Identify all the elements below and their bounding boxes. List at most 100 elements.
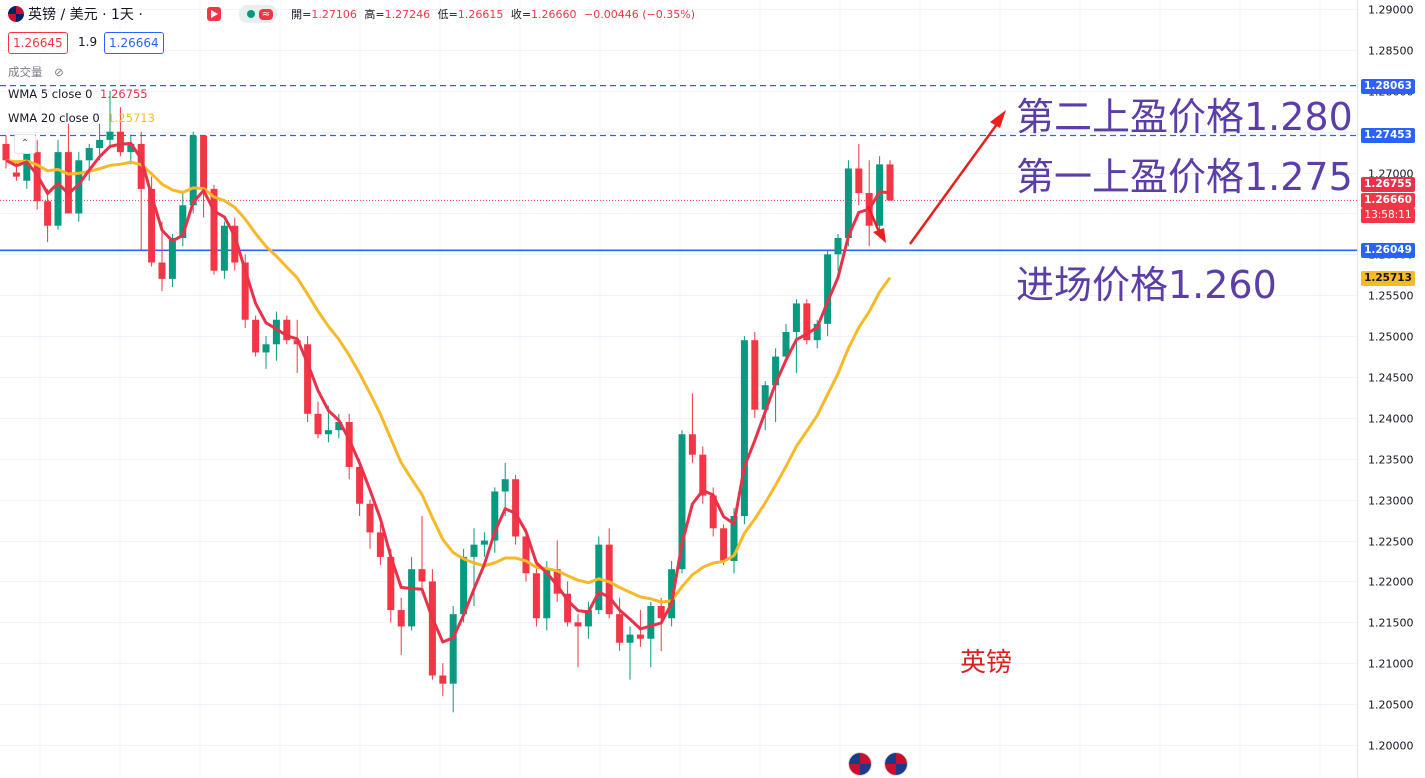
candle [23, 148, 31, 189]
candle [106, 90, 114, 149]
tp2-price-label: 1.28063 [1361, 79, 1415, 94]
candle [782, 323, 790, 361]
candle-body [751, 340, 759, 410]
candle-body [148, 188, 156, 263]
ohlc-readout: 開=1.27106 高=1.27246 低=1.26615 收=1.26660 … [291, 6, 699, 22]
candle-body [376, 532, 384, 557]
candle-body [740, 340, 748, 517]
brand-watermark: 英镑 [960, 648, 1013, 678]
event-flag-icon-2[interactable] [884, 752, 908, 776]
candle-body [720, 528, 728, 561]
candle [584, 601, 592, 639]
candle-body [189, 135, 197, 206]
candle-body [231, 225, 239, 263]
buy-button[interactable]: 1.26664 [104, 32, 164, 54]
candle [137, 131, 145, 251]
candle-body [792, 303, 800, 333]
candle [428, 569, 436, 680]
candle-body [626, 634, 634, 643]
entry-annotation[interactable]: 进场价格1.260 [1016, 263, 1277, 307]
candle-body [834, 237, 842, 255]
up-arrow-shaft [908, 119, 1002, 245]
candle [64, 123, 72, 214]
candle [127, 135, 135, 165]
y-tick-label: 1.23500 [1368, 454, 1414, 467]
open-value: 1.27106 [311, 8, 357, 21]
candle [85, 143, 93, 181]
candle-body [272, 319, 280, 345]
volume-label: 成交量 [8, 65, 43, 79]
candle [844, 160, 852, 247]
candle-body [647, 605, 655, 639]
candle [699, 446, 707, 504]
chart-header: 英镑 / 美元 · 1天 · ≈ 開=1.27106 高=1.27246 低=1… [0, 0, 699, 28]
collapse-legend-icon[interactable]: ⌃ [14, 134, 36, 154]
candle-body [699, 454, 707, 496]
candle-body [824, 254, 832, 324]
candle [616, 597, 624, 651]
gbpusd-flag-icon [8, 6, 24, 22]
candle [397, 597, 405, 656]
candle-body [688, 434, 696, 455]
candle-body [241, 262, 249, 320]
candle [304, 336, 312, 422]
wma5-label: WMA 5 close 0 [8, 87, 93, 101]
y-tick-label: 1.22500 [1368, 536, 1414, 549]
candle [168, 233, 176, 288]
candle [314, 401, 322, 439]
candle-body [397, 610, 405, 627]
low-value: 1.26615 [457, 8, 504, 21]
wma20-line [5, 158, 892, 604]
tp1-price-label: 1.27453 [1361, 128, 1415, 143]
candle [96, 123, 104, 161]
event-flag-icon[interactable] [848, 752, 872, 776]
candle [439, 663, 447, 696]
eye-hidden-icon[interactable]: ⊘ [54, 65, 64, 79]
candle-body [428, 581, 436, 676]
wma20-legend[interactable]: WMA 20 close 0 1.25713 [8, 111, 155, 125]
candle [626, 626, 634, 680]
candle-body [532, 573, 540, 619]
symbol-title[interactable]: 英镑 / 美元 · 1天 · [28, 7, 143, 23]
candle [574, 614, 582, 668]
change-value: −0.00446 (−0.35%) [584, 8, 695, 21]
candle-body [116, 131, 124, 153]
candle-body [616, 614, 624, 643]
volume-legend[interactable]: 成交量 ⊘ [8, 64, 64, 80]
candle-body [470, 544, 478, 557]
candle-body [210, 188, 218, 271]
candle-body [106, 131, 114, 140]
candle-body [179, 205, 187, 238]
candle-body [408, 569, 416, 627]
candle-body [168, 237, 176, 279]
tp1-annotation[interactable]: 第一上盈价格1.275 [1016, 155, 1353, 199]
candle-body [12, 172, 20, 177]
close-label: 收= [510, 8, 532, 21]
candle-body [366, 503, 374, 533]
candle [158, 221, 166, 292]
candle-body [803, 303, 811, 341]
candle [834, 233, 842, 271]
candle [408, 556, 416, 631]
tp2-annotation[interactable]: 第二上盈价格1.280 [1016, 95, 1353, 139]
wma5-legend[interactable]: WMA 5 close 0 1.26755 [8, 87, 148, 101]
candle-body [730, 516, 738, 561]
candle [272, 311, 280, 361]
open-label: 開= [291, 8, 312, 21]
candle-body [23, 152, 31, 181]
candle [824, 250, 832, 337]
y-tick-label: 1.24500 [1368, 372, 1414, 385]
y-tick-label: 1.29000 [1368, 4, 1414, 17]
y-tick-label: 1.20000 [1368, 740, 1414, 753]
candle [283, 315, 291, 345]
candle [220, 221, 228, 279]
candle-body [605, 544, 613, 615]
candle [252, 315, 260, 357]
candle [688, 393, 696, 463]
data-status-pill[interactable]: ≈ [238, 5, 278, 23]
candle-body [439, 675, 447, 684]
sell-button[interactable]: 1.26645 [8, 32, 68, 54]
market-status-icon[interactable] [206, 7, 221, 21]
annotation-arrows [866, 110, 1006, 245]
